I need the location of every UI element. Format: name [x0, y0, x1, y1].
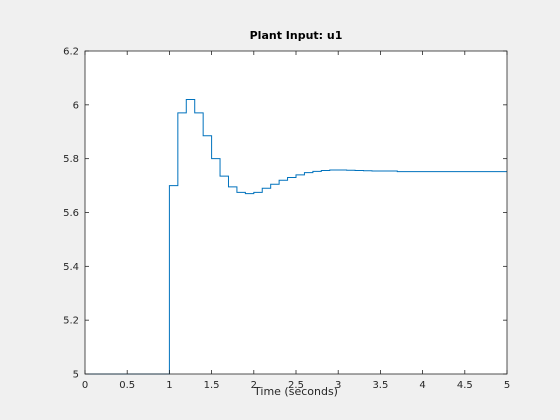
y-tick-label: 5.8 [63, 154, 79, 165]
y-tick-label: 6 [73, 100, 79, 111]
x-tick-label: 3.5 [372, 380, 388, 391]
x-tick-label: 2.5 [288, 380, 304, 391]
y-tick-label: 6.2 [63, 47, 79, 58]
x-tick-label: 2 [251, 380, 257, 391]
chart-title: Plant Input: u1 [250, 29, 343, 42]
y-tick-label: 5 [73, 370, 79, 381]
x-tick-label: 0.5 [119, 380, 135, 391]
series-layer [85, 98, 507, 375]
x-tick-label: 3 [335, 380, 341, 391]
plot-area [85, 51, 507, 374]
x-tick-label: 4 [419, 380, 425, 391]
y-ticks: 5 5.2 5.4 5.6 5.8 6 6.2 [63, 47, 507, 381]
x-axis-label: Time (seconds) [253, 385, 338, 398]
x-tick-label: 1.5 [204, 380, 220, 391]
x-tick-label: 4.5 [457, 380, 473, 391]
x-tick-label: 0 [82, 380, 88, 391]
series-line [85, 98, 507, 375]
x-tick-label: 1 [166, 380, 172, 391]
y-tick-label: 5.4 [63, 262, 79, 273]
x-ticks: 0 0.5 1 1.5 2 2.5 3 3.5 4 4.5 5 [82, 51, 510, 391]
y-tick-label: 5.2 [63, 316, 79, 327]
x-tick-label: 5 [504, 380, 510, 391]
y-tick-label: 5.6 [63, 208, 79, 219]
